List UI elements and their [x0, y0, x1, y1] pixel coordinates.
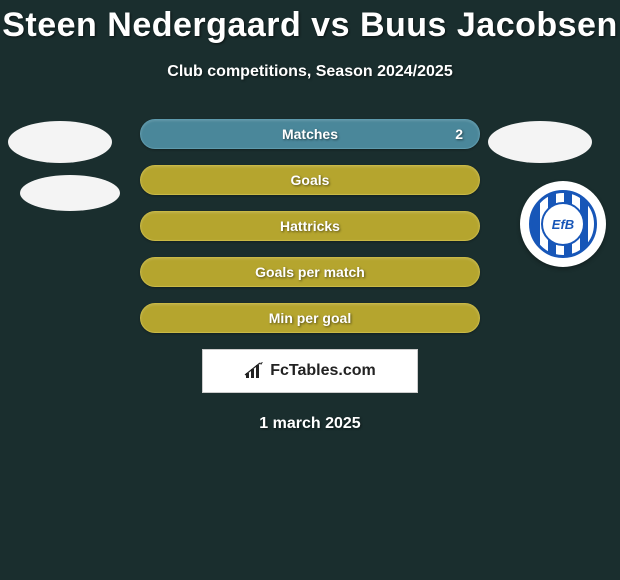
- player-left-avatar-2: [20, 175, 120, 211]
- stat-label: Min per goal: [269, 310, 351, 326]
- stat-bar-gpm: Goals per match: [140, 257, 480, 287]
- stat-value: 2: [455, 126, 463, 142]
- stat-bar-mpg: Min per goal: [140, 303, 480, 333]
- player-right-avatar: [488, 121, 592, 163]
- stat-bar-hattricks: Hattricks: [140, 211, 480, 241]
- stat-bar-goals: Goals: [140, 165, 480, 195]
- comparison-area: EfB Matches 2 Goals Hattricks Goals per …: [0, 119, 620, 433]
- stat-label: Matches: [282, 126, 338, 142]
- date-text: 1 march 2025: [0, 415, 620, 433]
- page-title: Steen Nedergaard vs Buus Jacobsen: [0, 0, 620, 45]
- logo-brand-text: FcTables.com: [270, 362, 376, 380]
- club-badge-stripes: EfB: [529, 190, 597, 258]
- subtitle: Club competitions, Season 2024/2025: [0, 63, 620, 81]
- stat-label: Hattricks: [280, 218, 340, 234]
- fctables-logo[interactable]: FcTables.com: [202, 349, 418, 393]
- player-left-avatar: [8, 121, 112, 163]
- bar-chart-icon: [244, 362, 266, 380]
- stat-label: Goals per match: [255, 264, 365, 280]
- stat-label: Goals: [291, 172, 330, 188]
- club-badge: EfB: [520, 181, 606, 267]
- stat-bar-matches: Matches 2: [140, 119, 480, 149]
- club-badge-text: EfB: [541, 202, 585, 246]
